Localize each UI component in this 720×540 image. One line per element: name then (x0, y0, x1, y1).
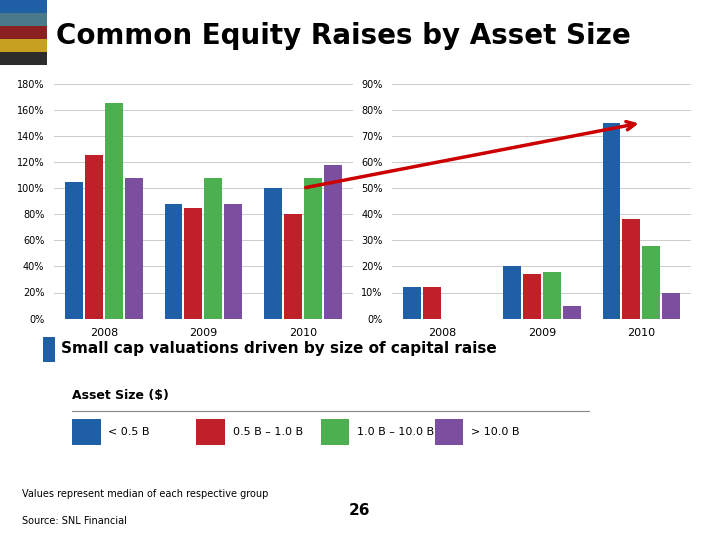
Text: 26: 26 (349, 503, 371, 518)
Bar (65, 181, 83, 319)
Text: < 0.5 B: < 0.5 B (108, 427, 150, 436)
Text: Small cap valuations driven by size of capital raise: Small cap valuations driven by size of c… (61, 341, 497, 356)
Bar (284, 214, 302, 319)
Bar (523, 274, 541, 319)
Bar (543, 272, 561, 319)
Text: Asset Size ($): Asset Size ($) (72, 389, 169, 402)
Bar (264, 188, 282, 319)
Bar (225, 204, 242, 319)
Bar (403, 287, 421, 319)
Bar (623, 219, 640, 319)
Text: 0.5 B – 1.0 B: 0.5 B – 1.0 B (233, 427, 303, 436)
Bar (304, 178, 322, 319)
Bar (435, 418, 464, 445)
Text: Offering / Market Cap: Offering / Market Cap (400, 64, 569, 78)
Bar (662, 293, 680, 319)
Bar (165, 204, 182, 319)
Bar (125, 178, 143, 319)
Bar (184, 208, 202, 319)
Bar (423, 287, 441, 319)
Bar (0, 13, 47, 26)
Text: > 10.0 B: > 10.0 B (471, 427, 520, 436)
Text: 1.0 B – 10.0 B: 1.0 B – 10.0 B (357, 427, 434, 436)
Bar (85, 156, 103, 319)
Bar (72, 418, 101, 445)
Bar (43, 337, 55, 362)
Bar (324, 165, 342, 319)
Bar (197, 418, 225, 445)
Bar (204, 178, 222, 319)
Bar (105, 103, 122, 319)
Bar (563, 306, 580, 319)
Bar (0, 39, 47, 52)
Text: Source: SNL Financial: Source: SNL Financial (22, 516, 127, 526)
Bar (603, 123, 621, 319)
Bar (503, 266, 521, 319)
Bar (0, 52, 47, 65)
Text: Common Equity Raises by Asset Size: Common Equity Raises by Asset Size (56, 22, 631, 50)
Bar (0, 0, 47, 13)
Text: Values represent median of each respective group: Values represent median of each respecti… (22, 489, 268, 499)
Text: Price / Tangible Book Value: Price / Tangible Book Value (61, 64, 274, 78)
Bar (321, 418, 349, 445)
Bar (0, 26, 47, 39)
Bar (642, 246, 660, 319)
